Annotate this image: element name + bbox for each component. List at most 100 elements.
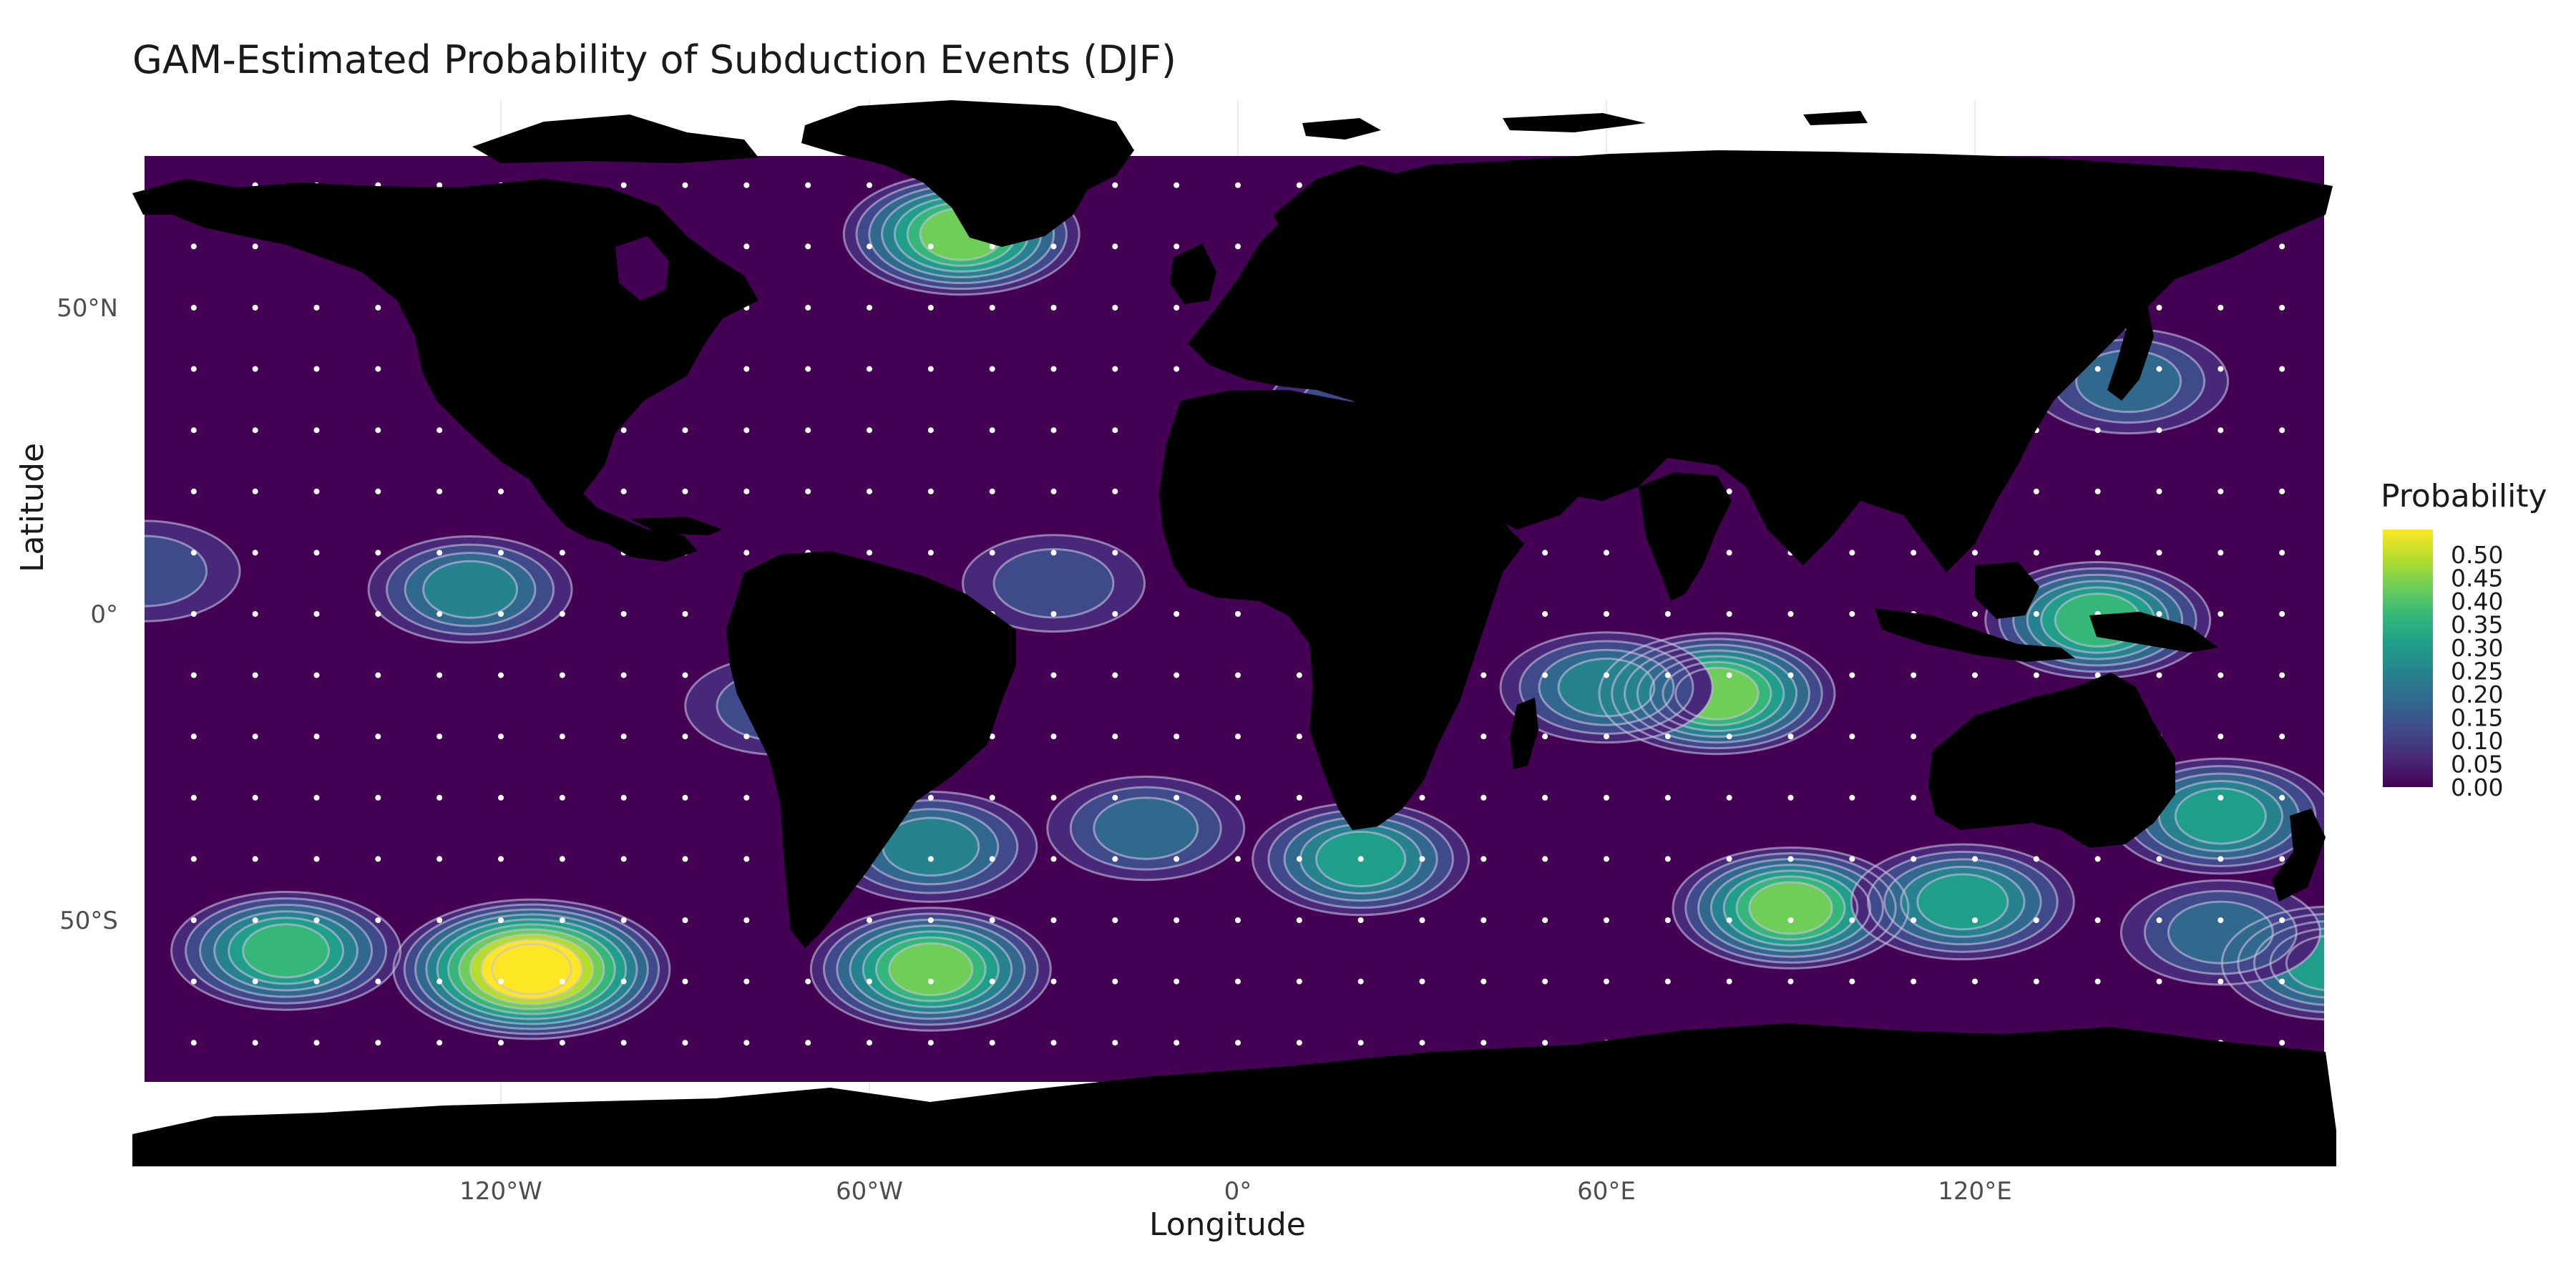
- sample-point: [252, 978, 258, 985]
- contour-20-3: [2167, 900, 2274, 965]
- sample-point: [805, 182, 811, 188]
- sample-point: [252, 243, 258, 250]
- sample-point: [1726, 794, 1732, 801]
- sample-point: [1174, 243, 1180, 250]
- sample-point: [2033, 672, 2039, 678]
- sample-point: [375, 427, 381, 434]
- sample-point: [375, 550, 381, 556]
- sample-point: [989, 856, 995, 862]
- sample-point: [252, 733, 258, 740]
- heat-level-2-7: [889, 943, 973, 995]
- landmass-indonesia: [1875, 608, 2075, 662]
- contour-5-3: [404, 552, 537, 628]
- sample-point: [2156, 550, 2162, 556]
- landmass-british-isles: [1170, 243, 1216, 304]
- sample-point: [620, 427, 627, 434]
- sample-point: [375, 1040, 381, 1046]
- sample-point: [2033, 856, 2039, 862]
- sample-point: [1787, 733, 1794, 740]
- heat-level-8-2: [994, 549, 1113, 618]
- sample-point: [2094, 366, 2101, 372]
- contour-2-2: [823, 912, 1039, 1026]
- contour-0-8: [469, 933, 595, 1005]
- sample-point: [989, 427, 995, 434]
- contour-14-3: [1883, 858, 2042, 946]
- chart-title: GAM-Estimated Probability of Subduction …: [132, 37, 1176, 82]
- contour-14-1: [1850, 843, 2075, 961]
- sample-point: [1235, 182, 1241, 188]
- landmass-australia: [1928, 673, 2175, 848]
- sample-point: [498, 733, 504, 740]
- y-tick-label: 50°N: [57, 294, 118, 323]
- sample-point: [559, 672, 565, 678]
- contour-11-4: [1636, 649, 1798, 738]
- heat-level-3-4: [882, 818, 979, 876]
- sample-point: [805, 978, 811, 985]
- sample-point: [1235, 733, 1241, 740]
- contour-9-2: [1069, 786, 1222, 871]
- sample-point: [2156, 672, 2162, 678]
- sample-point: [1050, 305, 1057, 311]
- heat-level-6-2: [145, 536, 207, 607]
- sample-point: [1604, 917, 1609, 923]
- sample-point: [682, 488, 688, 494]
- sample-point: [682, 672, 688, 678]
- heat-level-1-6: [243, 924, 329, 977]
- contour-17-5: [2285, 935, 2324, 992]
- legend-labels: 0.000.050.100.150.200.250.300.350.400.45…: [2451, 541, 2503, 801]
- legend-label: 0.40: [2451, 587, 2503, 615]
- sample-point: [1174, 917, 1180, 923]
- sample-point: [252, 1040, 258, 1046]
- sample-point: [1050, 488, 1057, 494]
- contour-1-1: [170, 890, 402, 1011]
- sample-point: [1296, 182, 1302, 188]
- sample-point: [1296, 917, 1302, 923]
- sample-point: [252, 366, 258, 372]
- sample-point: [1419, 794, 1425, 801]
- sample-point: [1112, 488, 1118, 494]
- sample-point: [805, 305, 811, 311]
- sample-point: [682, 917, 688, 923]
- landmass-new-zealand: [2272, 809, 2326, 902]
- sample-point: [313, 1040, 320, 1046]
- sample-point: [559, 978, 565, 985]
- contour-0-9: [479, 938, 584, 1000]
- sample-point: [1174, 611, 1180, 617]
- sample-point: [2156, 305, 2162, 311]
- sample-point: [252, 488, 258, 494]
- sample-point: [1480, 794, 1487, 801]
- landmass-siberian-isles: [1803, 111, 1868, 125]
- heat-level-5-4: [423, 561, 517, 618]
- contour-0-7: [458, 928, 605, 1010]
- contour-11-5: [1649, 655, 1785, 732]
- sample-point: [1911, 856, 1917, 862]
- landmass-south-america: [726, 551, 1016, 948]
- sample-point: [1542, 672, 1548, 678]
- y-tick-label: 0°: [90, 600, 118, 629]
- sample-point: [1112, 672, 1118, 678]
- sample-point: [190, 733, 197, 740]
- sample-point: [1849, 672, 1855, 678]
- sample-point: [743, 978, 750, 985]
- sample-point: [2156, 611, 2162, 617]
- heat-level-14-5: [1917, 874, 2008, 930]
- sample-point: [927, 917, 934, 923]
- sample-point: [1174, 672, 1180, 678]
- sample-point: [375, 366, 381, 372]
- sample-point: [2033, 917, 2039, 923]
- sample-point: [989, 366, 995, 372]
- sample-point: [498, 856, 504, 862]
- sample-point: [498, 611, 504, 617]
- sample-point: [620, 978, 627, 985]
- contour-13-1: [1672, 846, 1910, 970]
- sample-point: [1050, 672, 1057, 678]
- sample-point: [1726, 917, 1732, 923]
- x-tick-label: 120°E: [1938, 1177, 2011, 1206]
- sample-point: [927, 978, 934, 985]
- contour-5-4: [422, 560, 519, 619]
- legend-label: 0.05: [2451, 751, 2503, 779]
- sample-point: [989, 794, 995, 801]
- sample-point: [805, 243, 811, 250]
- sample-point: [1112, 917, 1118, 923]
- sample-point: [2279, 305, 2285, 311]
